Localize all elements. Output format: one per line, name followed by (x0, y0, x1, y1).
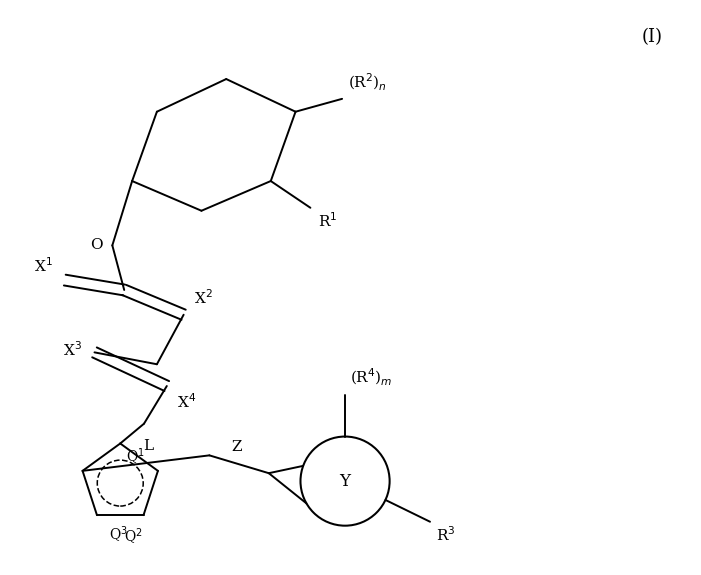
Text: X$^2$: X$^2$ (193, 288, 212, 307)
Text: Y: Y (339, 473, 350, 489)
Text: (I): (I) (641, 28, 662, 47)
Text: O: O (90, 239, 102, 252)
Text: Q$^1$: Q$^1$ (126, 447, 145, 467)
Text: L: L (143, 439, 153, 453)
Text: X$^1$: X$^1$ (34, 256, 53, 275)
Text: R$^1$: R$^1$ (318, 212, 338, 231)
Text: Q$^2$: Q$^2$ (124, 527, 143, 547)
Text: X$^4$: X$^4$ (177, 392, 196, 411)
Text: R$^3$: R$^3$ (436, 526, 456, 545)
Text: Z: Z (232, 440, 243, 454)
Text: X$^3$: X$^3$ (62, 340, 81, 359)
Text: (R$^4$)$_m$: (R$^4$)$_m$ (350, 367, 393, 388)
Text: Q$^3$: Q$^3$ (109, 525, 128, 546)
Text: (R$^2$)$_n$: (R$^2$)$_n$ (348, 72, 387, 93)
